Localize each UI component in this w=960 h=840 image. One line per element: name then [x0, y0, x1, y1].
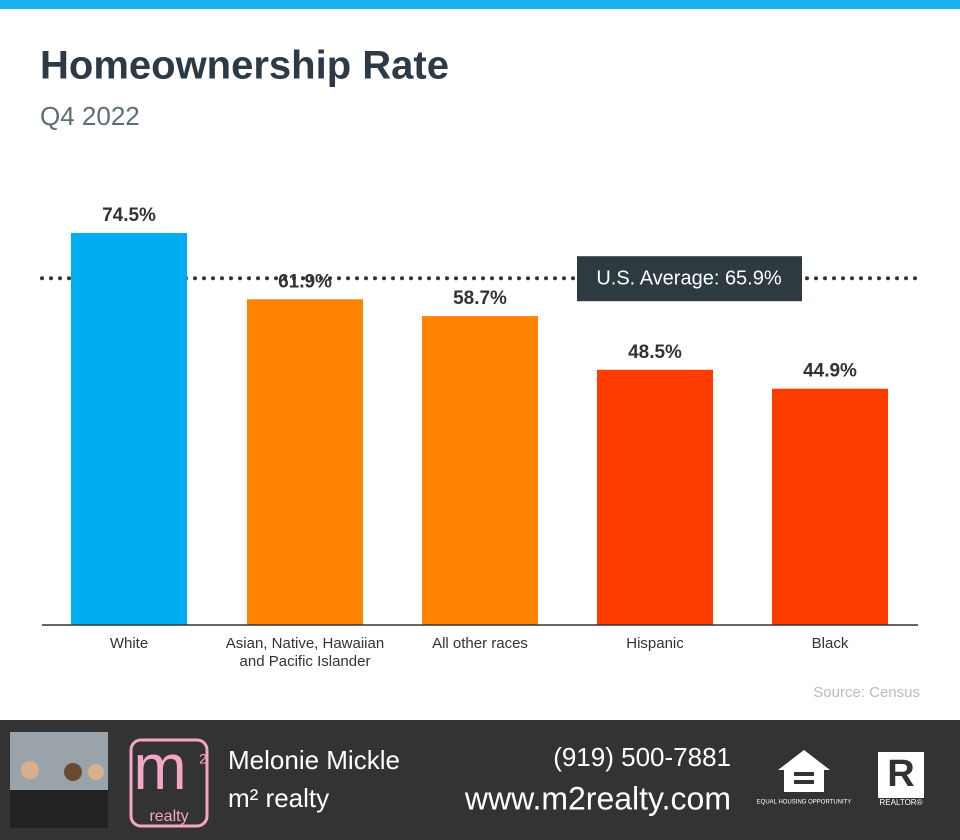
- equal-housing-text: EQUAL HOUSING OPPORTUNITY: [757, 800, 852, 806]
- value-label: 74.5%: [102, 205, 156, 226]
- x-tick-label: All other races: [432, 635, 528, 652]
- chart-subtitle: Q4 2022: [40, 101, 140, 131]
- photo: [10, 732, 108, 828]
- value-label: 44.9%: [803, 361, 857, 382]
- logo: m 2 realty: [129, 731, 209, 828]
- phone: (919) 500-7881: [553, 742, 731, 772]
- logo-mark: m: [133, 731, 186, 803]
- website[interactable]: www.m2realty.com: [464, 780, 731, 816]
- company: m² realty: [228, 783, 329, 813]
- bar: [597, 369, 713, 625]
- bar: [422, 316, 538, 625]
- x-tick-label: Asian, Native, Hawaiian and Pacific Isla…: [225, 635, 385, 670]
- agent-name: Melonie Mickle: [228, 745, 400, 775]
- x-tick-label: White: [109, 635, 149, 652]
- source: Source: Census: [813, 684, 920, 701]
- logo-superscript: 2: [199, 751, 207, 767]
- x-tick-label: Hispanic: [626, 635, 684, 652]
- realtor-text: REALTOR®: [880, 798, 923, 807]
- svg-text:R: R: [887, 753, 914, 795]
- value-label: 61.9%: [278, 271, 332, 292]
- x-tick-label: Black: [811, 635, 849, 652]
- top-bar: [0, 0, 960, 9]
- bar: [71, 232, 187, 625]
- chart-title: Homeownership Rate: [40, 44, 449, 88]
- realtor-logo: R REALTOR®: [878, 752, 924, 807]
- reference-label: U.S. Average: 65.9%: [596, 267, 782, 289]
- bar: [772, 388, 888, 625]
- equal-housing-logo: EQUAL HOUSING OPPORTUNITY: [757, 750, 852, 806]
- value-label: 48.5%: [628, 342, 682, 363]
- logo-word: realty: [149, 808, 188, 825]
- bar: [247, 299, 363, 625]
- reference-box: [577, 256, 802, 302]
- value-label: 58.7%: [453, 288, 507, 309]
